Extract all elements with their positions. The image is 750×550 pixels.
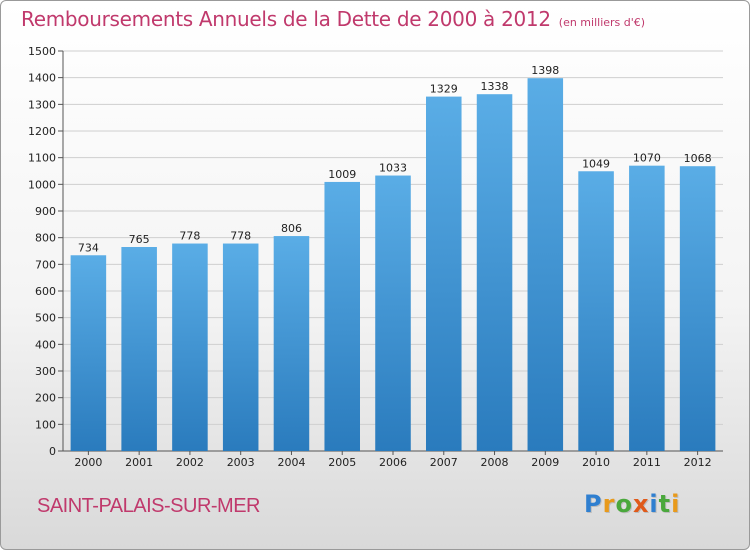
y-tick-label: 1200 <box>28 125 56 138</box>
x-tick-label: 2000 <box>74 456 102 469</box>
chart-title: Remboursements Annuels de la Dette de 20… <box>21 7 645 31</box>
y-tick-label: 300 <box>35 365 56 378</box>
x-tick-label: 2004 <box>277 456 305 469</box>
bar-value-label: 1070 <box>633 152 661 165</box>
y-tick-label: 600 <box>35 285 56 298</box>
bar <box>527 78 564 451</box>
y-tick-label: 0 <box>49 445 56 458</box>
bar <box>273 236 310 451</box>
title-text: Remboursements Annuels de la Dette de 20… <box>21 7 551 31</box>
y-tick-label: 700 <box>35 258 56 271</box>
bar <box>476 94 513 451</box>
logo-letter: o <box>615 490 633 518</box>
bar <box>375 175 411 452</box>
logo-letter: P <box>584 490 603 518</box>
bar-value-label: 1338 <box>481 80 509 93</box>
bar <box>222 243 259 451</box>
bar-value-label: 734 <box>78 241 99 254</box>
bar-value-label: 765 <box>129 233 150 246</box>
bar <box>324 181 360 451</box>
y-tick-label: 200 <box>35 392 56 405</box>
x-tick-label: 2011 <box>633 456 661 469</box>
bar-value-label: 778 <box>230 230 251 243</box>
bar <box>121 247 157 451</box>
commune-name: SAINT-PALAIS-SUR-MER <box>37 495 261 517</box>
y-tick-label: 1400 <box>28 72 56 85</box>
bar <box>70 255 107 451</box>
x-tick-label: 2010 <box>582 456 610 469</box>
bar <box>679 166 716 451</box>
x-tick-label: 2006 <box>379 456 407 469</box>
y-tick-label: 900 <box>35 205 56 218</box>
x-tick-label: 2009 <box>531 456 559 469</box>
y-tick-label: 1300 <box>28 98 56 111</box>
logo-letter: t <box>658 490 672 518</box>
y-tick-label: 1100 <box>28 152 56 165</box>
y-tick-label: 800 <box>35 232 56 245</box>
bar-value-label: 806 <box>281 222 302 235</box>
y-tick-label: 500 <box>35 312 56 325</box>
x-tick-label: 2003 <box>227 456 255 469</box>
bar <box>172 243 208 451</box>
bars <box>70 78 716 452</box>
y-tick-label: 1500 <box>28 45 56 58</box>
x-tick-label: 2012 <box>684 456 712 469</box>
data-labels: 734 765 778 778 806 1009 1033 1329 1338 1398 1049 1… <box>78 64 712 254</box>
bar-value-label: 1068 <box>684 152 712 165</box>
bar-value-label: 1329 <box>430 83 458 96</box>
bar-value-label: 778 <box>179 230 200 243</box>
x-tick-label: 2002 <box>176 456 204 469</box>
x-tick-label: 2008 <box>481 456 509 469</box>
bar-value-label: 1033 <box>379 162 407 175</box>
logo-letter: i <box>671 490 681 518</box>
bar-value-label: 1009 <box>328 168 356 181</box>
x-tick-label: 2001 <box>125 456 153 469</box>
logo-letter: x <box>632 490 650 518</box>
y-tick-label: 100 <box>35 418 56 431</box>
tick-labels: 0 100 200 300 400 500 600 700 800 900 1000 1100 1200… <box>28 45 712 469</box>
proxiti-logo: Proxiti <box>584 490 680 518</box>
y-tick-label: 400 <box>35 338 56 351</box>
logo-letter: i <box>649 490 659 518</box>
x-tick-label: 2007 <box>430 456 458 469</box>
y-tick-label: 1000 <box>28 178 56 191</box>
bar <box>426 96 462 451</box>
chart-subtitle: (en milliers d'€) <box>558 16 646 29</box>
logo-letter: r <box>602 490 616 518</box>
bar <box>629 165 665 451</box>
bar-value-label: 1398 <box>531 64 559 77</box>
x-tick-label: 2005 <box>328 456 356 469</box>
bar-value-label: 1049 <box>582 157 610 170</box>
bar <box>578 171 614 451</box>
